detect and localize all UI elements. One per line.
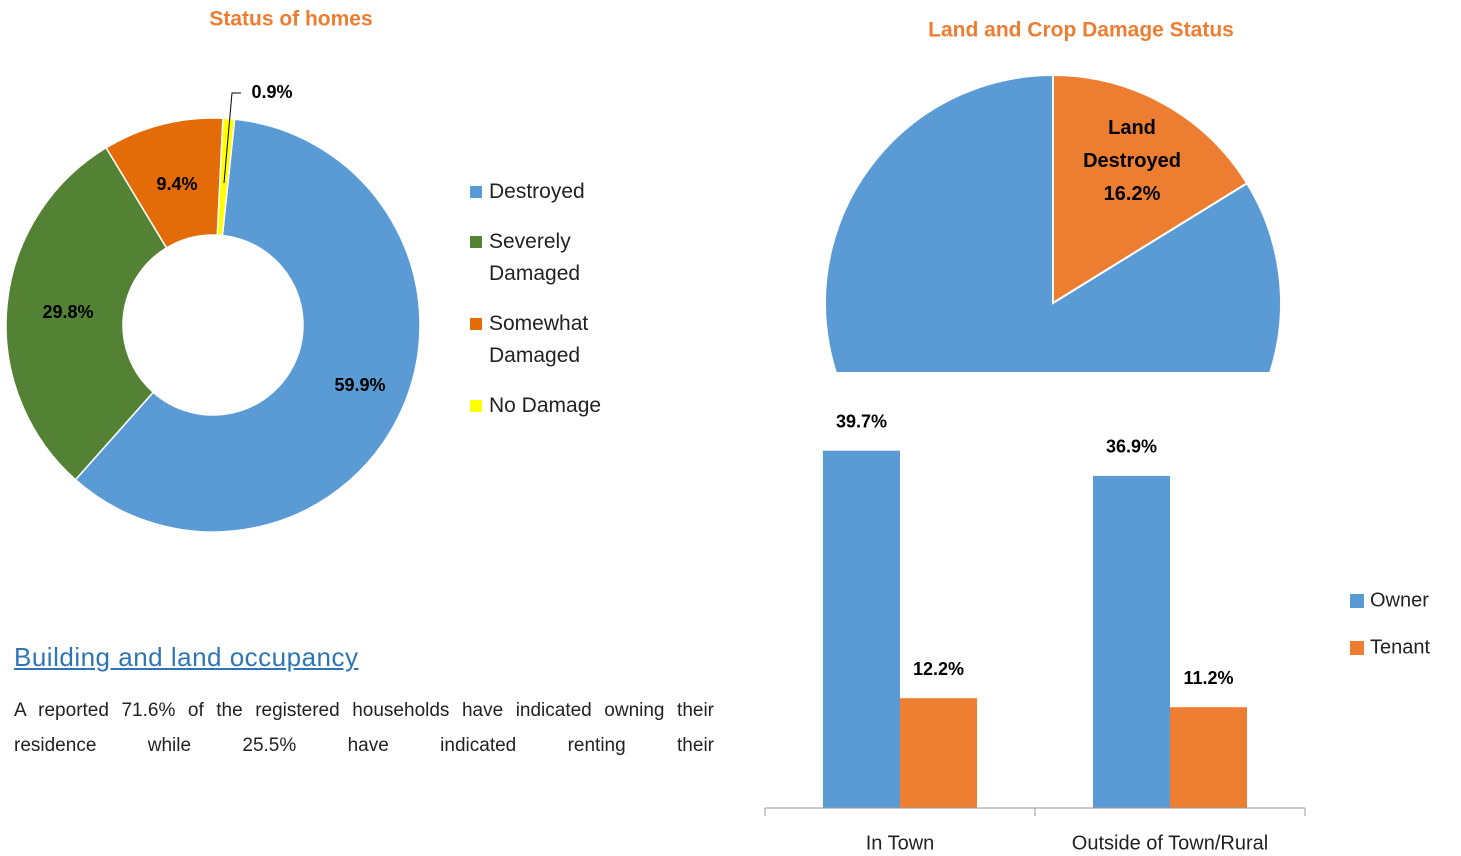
legend-swatch xyxy=(1350,594,1364,608)
bar xyxy=(1093,475,1170,808)
legend-entry: Severely Damaged xyxy=(470,226,630,290)
value-label: 16.2% xyxy=(1103,183,1161,205)
legend: Destroyed Severely Damaged Somewhat Damage… xyxy=(470,176,630,440)
legend-label: Tenant xyxy=(1370,636,1430,658)
donut-slice xyxy=(5,146,168,481)
legend-swatch xyxy=(470,186,482,198)
pie-label: Land Destroyed 16.2% xyxy=(1072,112,1192,211)
paragraph: A reported 71.6% of the registered house… xyxy=(14,700,714,756)
legend-swatch xyxy=(470,236,482,248)
data-label: 59.9% xyxy=(334,375,385,395)
legend-label: No Damage xyxy=(489,394,602,417)
data-label: 11.2% xyxy=(1183,668,1233,688)
legend-swatch xyxy=(470,400,482,412)
data-label: 39.7% xyxy=(836,411,887,431)
data-label: 9.4% xyxy=(156,174,197,194)
legend-swatch xyxy=(1350,641,1364,655)
leader-line xyxy=(223,92,241,184)
bar xyxy=(900,698,977,808)
legend-label: Somewhat Damaged xyxy=(489,312,589,367)
donut-slice xyxy=(74,118,421,533)
legend-label: Severely Damaged xyxy=(489,230,581,285)
legend-label: Destroyed xyxy=(489,180,585,203)
chart-title: Status of homes xyxy=(209,8,372,31)
legend-swatch xyxy=(470,318,482,330)
pie-slice xyxy=(1052,73,1249,305)
pie-slice xyxy=(824,73,1283,372)
legend-entry: No Damage xyxy=(470,390,630,422)
x-tick-label: In Town xyxy=(866,832,935,854)
donut-slice xyxy=(216,117,236,237)
legend-entry: Destroyed xyxy=(470,176,630,208)
x-tick-label: Outside of Town/Rural xyxy=(1072,832,1268,854)
bar xyxy=(823,450,900,808)
section-heading: Building and land occupancy xyxy=(14,642,359,672)
legend-entry: Somewhat Damaged xyxy=(470,308,630,372)
bar xyxy=(1170,707,1247,808)
pie xyxy=(824,73,1283,372)
data-label: 12.2% xyxy=(913,659,964,679)
chart-title: Land and Crop Damage Status xyxy=(928,19,1234,42)
legend-label: Owner xyxy=(1370,589,1429,611)
data-label: 0.9% xyxy=(251,82,292,102)
data-label: 29.8% xyxy=(42,302,93,322)
data-label: 36.9% xyxy=(1106,437,1157,457)
category-label: Land Destroyed xyxy=(1083,117,1181,172)
